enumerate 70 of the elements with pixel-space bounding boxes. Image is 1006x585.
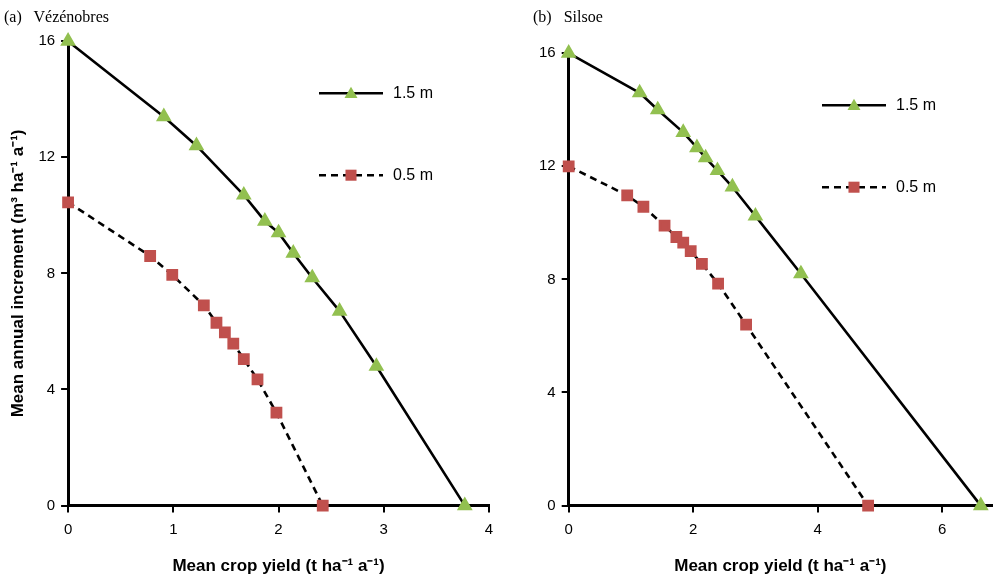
point <box>632 84 647 98</box>
legend-label: 1.5 m <box>393 83 434 101</box>
x-tick-label: 2 <box>689 519 698 537</box>
x-tick-label: 1 <box>169 519 178 537</box>
point <box>690 139 704 153</box>
point <box>236 187 251 200</box>
y-axis-title: Mean annual increment (m³ ha⁻¹ a⁻¹) <box>7 129 27 418</box>
point <box>621 189 634 202</box>
point <box>189 137 204 151</box>
point <box>197 299 210 312</box>
point <box>561 45 576 58</box>
point <box>696 257 708 270</box>
y-tick-label: 12 <box>38 147 56 165</box>
point <box>305 269 320 283</box>
point <box>218 326 231 339</box>
x-tick-label: 0 <box>63 519 73 537</box>
x-tick-label: 6 <box>938 519 947 537</box>
point <box>710 162 725 176</box>
point <box>286 245 301 258</box>
point <box>684 245 697 258</box>
point <box>793 265 808 279</box>
point <box>748 208 763 221</box>
point <box>210 316 223 329</box>
chart-title: (b) Silsoe <box>533 7 603 26</box>
point <box>316 499 329 512</box>
point <box>257 213 272 226</box>
y-tick-label: 16 <box>539 43 556 61</box>
legend-label: 0.5 m <box>393 165 434 183</box>
point <box>61 33 76 46</box>
x-tick-label: 3 <box>379 519 388 537</box>
point <box>251 373 264 386</box>
x-axis-title: Mean crop yield (t ha⁻¹ a⁻¹) <box>674 556 887 576</box>
point <box>271 224 286 238</box>
chart-title: (a) Vézénobres <box>4 7 109 26</box>
x-tick-label: 2 <box>274 519 283 537</box>
point <box>712 277 724 290</box>
point <box>650 101 665 115</box>
point <box>62 196 74 209</box>
legend-label: 0.5 m <box>896 177 937 195</box>
point <box>637 200 650 213</box>
x-axis-title: Mean crop yield (t ha⁻¹ a⁻¹) <box>172 556 385 576</box>
point <box>144 250 157 262</box>
legend-label: 1.5 m <box>896 95 937 113</box>
point <box>166 268 179 281</box>
y-tick-label: 0 <box>46 495 56 513</box>
point <box>332 303 347 316</box>
point <box>227 337 240 350</box>
point <box>658 219 671 232</box>
point <box>237 353 250 365</box>
point <box>457 497 472 511</box>
y-tick-label: 4 <box>46 379 56 397</box>
point <box>740 318 752 331</box>
y-tick-label: 8 <box>46 263 56 281</box>
y-tick-label: 4 <box>547 382 556 400</box>
point <box>677 236 690 249</box>
point <box>725 179 740 192</box>
x-tick-label: 0 <box>564 519 573 537</box>
y-tick-label: 12 <box>539 156 556 174</box>
y-tick-label: 0 <box>547 495 556 513</box>
y-tick-label: 16 <box>38 31 56 49</box>
point <box>698 150 713 163</box>
point <box>369 358 384 371</box>
x-tick-label: 4 <box>813 519 822 537</box>
x-tick-label: 4 <box>484 519 494 537</box>
point <box>270 406 283 419</box>
y-tick-label: 8 <box>547 269 556 287</box>
point <box>562 160 575 173</box>
point <box>862 499 875 512</box>
point <box>156 108 171 122</box>
point <box>676 124 691 137</box>
